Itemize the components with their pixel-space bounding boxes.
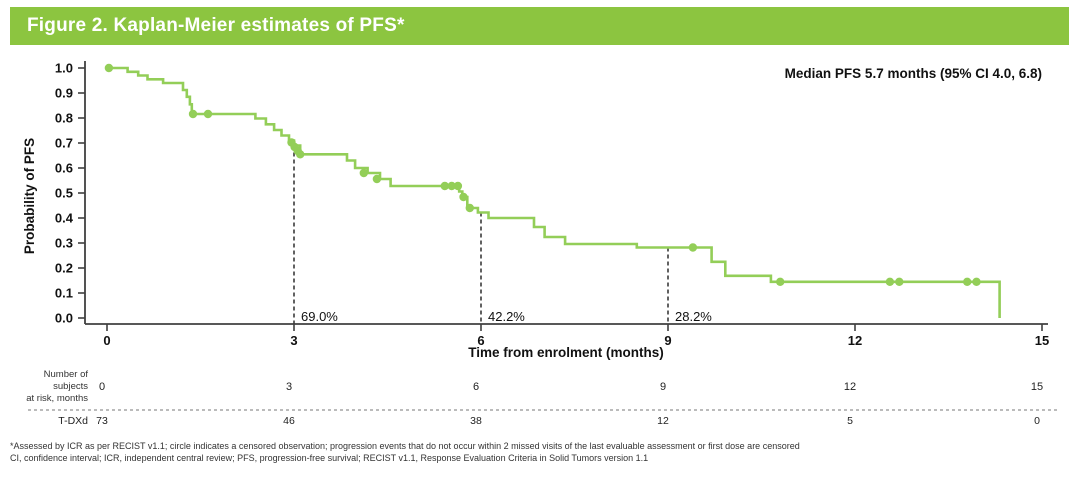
censor-dot <box>447 181 456 191</box>
y-tick-label: 0.7 <box>55 136 73 151</box>
median-annotation: Median PFS 5.7 months (95% CI 4.0, 6.8) <box>785 66 1042 81</box>
y-axis-title: Probability of PFS <box>22 138 37 254</box>
km-curve <box>107 66 1001 318</box>
risk-table-time-label: 15 <box>1031 381 1043 393</box>
censor-dot <box>885 277 895 286</box>
censor-dot <box>359 168 368 178</box>
footnote-line-2: CI, confidence interval; ICR, independen… <box>10 453 649 463</box>
y-tick-label: 0.0 <box>55 311 73 326</box>
censor-dot <box>776 277 785 286</box>
y-tick-label: 0.4 <box>55 211 74 226</box>
y-tick-label: 0.3 <box>55 236 73 251</box>
risk-value: 73 <box>96 415 108 427</box>
risk-table-header-line: Number of <box>44 369 89 380</box>
censor-dot <box>459 192 468 202</box>
y-tick-label: 0.1 <box>55 286 73 301</box>
risk-table-time-label: 0 <box>99 381 105 393</box>
censor-dot <box>104 63 114 73</box>
risk-value: 38 <box>470 415 482 427</box>
risk-table-time-label: 6 <box>473 381 479 393</box>
x-axis-title: Time from enrolment (months) <box>468 345 664 360</box>
risk-value: 0 <box>1034 415 1040 427</box>
risk-row-label: T-DXd <box>58 415 88 427</box>
censor-dot <box>296 150 305 159</box>
censor-dot <box>372 174 382 184</box>
censor-dot <box>203 109 213 119</box>
censor-dot <box>453 181 463 191</box>
figure-header-bar: Figure 2. Kaplan-Meier estimates of PFS* <box>10 7 1069 45</box>
footnote-line-1: *Assessed by ICR as per RECIST v1.1; cir… <box>10 441 800 451</box>
censor-dot <box>188 109 198 119</box>
y-tick-label: 0.9 <box>55 86 73 101</box>
figure-title: Figure 2. Kaplan-Meier estimates of PFS* <box>27 15 405 36</box>
x-tick-label: 9 <box>664 333 671 348</box>
y-tick-label: 0.5 <box>55 186 73 201</box>
risk-table-time-label: 3 <box>286 381 292 393</box>
risk-table-time-label: 12 <box>844 381 856 393</box>
y-tick-label: 0.6 <box>55 161 73 176</box>
risk-value: 12 <box>657 415 669 427</box>
milestone-label: 28.2% <box>675 309 712 324</box>
y-tick-label: 0.8 <box>55 111 73 126</box>
x-tick-label: 0 <box>103 333 110 348</box>
censor-dot <box>895 277 904 286</box>
risk-value: 5 <box>847 415 853 427</box>
censor-dot <box>972 277 981 286</box>
y-tick-label: 0.2 <box>55 261 73 276</box>
risk-table-time-label: 9 <box>660 381 666 393</box>
x-tick-label: 15 <box>1035 333 1049 348</box>
milestone-label: 42.2% <box>488 309 525 324</box>
x-tick-label: 6 <box>477 333 484 348</box>
risk-value: 46 <box>283 415 295 427</box>
x-tick-label: 12 <box>848 333 862 348</box>
milestone-label: 69.0% <box>301 309 338 324</box>
risk-table-header-line: at risk, months <box>26 393 88 404</box>
y-tick-label: 1.0 <box>55 61 73 76</box>
censor-dot <box>440 181 449 191</box>
censor-dot <box>963 277 972 286</box>
risk-table-header-line: subjects <box>53 381 88 392</box>
censor-dot <box>465 203 474 213</box>
censor-dot <box>688 243 698 252</box>
x-tick-label: 3 <box>290 333 297 348</box>
